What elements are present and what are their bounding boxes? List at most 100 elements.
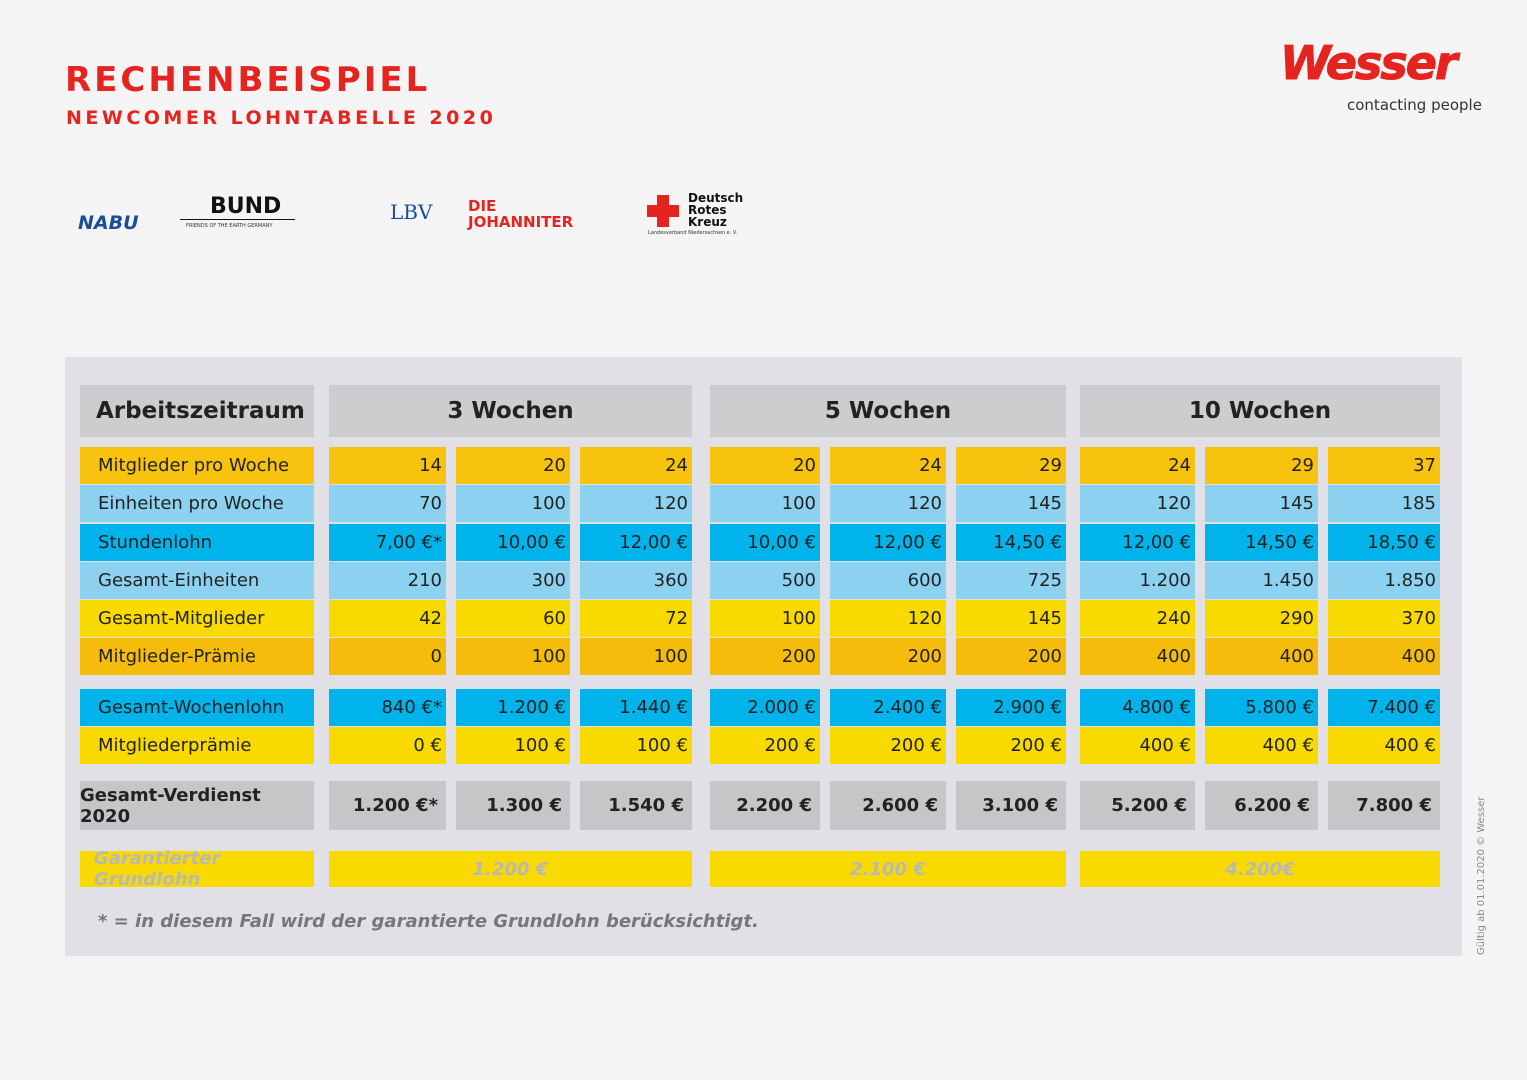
value-cell: 500 [710, 562, 820, 599]
value-cell: 200 [710, 638, 820, 675]
value-cell: 400 [1080, 638, 1195, 675]
value-cell: 200 [830, 638, 946, 675]
value-cell: 60 [456, 600, 570, 637]
value-cell: 145 [1205, 485, 1318, 522]
value-cell: 100 [710, 600, 820, 637]
value-cell: 72 [580, 600, 692, 637]
row-label: Gesamt-Einheiten [80, 562, 314, 599]
value-cell: 725 [956, 562, 1066, 599]
value-cell: 7.800 € [1328, 781, 1440, 830]
value-cell: 20 [710, 447, 820, 484]
value-cell: 100 € [456, 727, 570, 764]
value-cell: 42 [329, 600, 446, 637]
value-cell: 290 [1205, 600, 1318, 637]
group-header: 3 Wochen [329, 385, 692, 437]
value-cell: 1.440 € [580, 689, 692, 726]
value-cell: 1.450 [1205, 562, 1318, 599]
value-cell: 400 € [1080, 727, 1195, 764]
value-cell: 12,00 € [830, 524, 946, 561]
value-cell: 100 [710, 485, 820, 522]
value-cell: 20 [456, 447, 570, 484]
value-cell: 120 [580, 485, 692, 522]
partner-logo: NABU [78, 212, 139, 234]
value-cell: 210 [329, 562, 446, 599]
row-label: Gesamt-Mitglieder [80, 600, 314, 637]
validity: Gültig ab 01.01.2020 © Wesser [1476, 796, 1487, 956]
value-cell: 24 [830, 447, 946, 484]
value-cell: 7,00 €* [329, 524, 446, 561]
partner-logo: Deutsch Rotes Kreuz [688, 191, 744, 229]
value-cell: 4.800 € [1080, 689, 1195, 726]
value-cell: 1.200 € [456, 689, 570, 726]
footnote: * = in diesem Fall wird der garantierte … [98, 911, 759, 932]
value-cell: 100 [456, 485, 570, 522]
row-label: Mitglieder-Prämie [80, 638, 314, 675]
value-cell: 600 [830, 562, 946, 599]
value-cell: 840 €* [329, 689, 446, 726]
value-cell: 200 € [710, 727, 820, 764]
value-cell: 2.400 € [830, 689, 946, 726]
value-cell: 200 € [830, 727, 946, 764]
value-cell: 145 [956, 485, 1066, 522]
value-cell: 6.200 € [1205, 781, 1318, 830]
value-cell: 100 [580, 638, 692, 675]
value-cell: 14,50 € [956, 524, 1066, 561]
logo: Wesser [1280, 36, 1459, 91]
red-cross [647, 195, 679, 227]
value-cell: 200 [956, 638, 1066, 675]
value-cell: 37 [1328, 447, 1440, 484]
value-cell: 18,50 € [1328, 524, 1440, 561]
value-cell: 29 [956, 447, 1066, 484]
value-cell: 14,50 € [1205, 524, 1318, 561]
value-cell: 2.600 € [830, 781, 946, 830]
value-cell: 14 [329, 447, 446, 484]
value-cell: 5.200 € [1080, 781, 1195, 830]
group-header: 5 Wochen [710, 385, 1066, 437]
partner-logo: DIE JOHANNITER [468, 197, 574, 231]
tagline: contacting people [1347, 96, 1482, 114]
value-cell: 400 [1328, 638, 1440, 675]
value-cell: 3.100 € [956, 781, 1066, 830]
value-cell: 12,00 € [1080, 524, 1195, 561]
value-cell: 1.200 €* [329, 781, 446, 830]
value-cell: 1.200 [1080, 562, 1195, 599]
value-cell: 10,00 € [456, 524, 570, 561]
value-cell: 400 [1205, 638, 1318, 675]
value-cell: 0 € [329, 727, 446, 764]
value-cell: 400 € [1328, 727, 1440, 764]
value-cell: 7.400 € [1328, 689, 1440, 726]
value-cell: 2.000 € [710, 689, 820, 726]
value-cell: 400 € [1205, 727, 1318, 764]
title: RECHENBEISPIEL [65, 60, 431, 100]
header-cell: Arbeitszeitraum [80, 385, 314, 437]
value-cell: 70 [329, 485, 446, 522]
group-header: 10 Wochen [1080, 385, 1440, 437]
row-label: Gesamt-Wochenlohn [80, 689, 314, 726]
partner-logo: BUND [180, 194, 295, 220]
value-cell: 1.300 € [456, 781, 570, 830]
value-cell: 240 [1080, 600, 1195, 637]
value-cell: 120 [830, 600, 946, 637]
value-cell: 10,00 € [710, 524, 820, 561]
value-cell: 100 [456, 638, 570, 675]
partner-sub: FRIENDS OF THE EARTH GERMANY [186, 223, 273, 229]
value-cell: 24 [580, 447, 692, 484]
value-cell: 1.850 [1328, 562, 1440, 599]
subtitle: NEWCOMER LOHNTABELLE 2020 [66, 107, 497, 129]
value-cell: 185 [1328, 485, 1440, 522]
value-cell: 4.200€ [1080, 851, 1440, 887]
value-cell: 200 € [956, 727, 1066, 764]
row-label: Gesamt-Verdienst 2020 [80, 781, 314, 830]
value-cell: 100 € [580, 727, 692, 764]
value-cell: 29 [1205, 447, 1318, 484]
value-cell: 12,00 € [580, 524, 692, 561]
value-cell: 0 [329, 638, 446, 675]
row-label: Mitglieder pro Woche [80, 447, 314, 484]
value-cell: 2.900 € [956, 689, 1066, 726]
value-cell: 1.540 € [580, 781, 692, 830]
row-label: Garantierter Grundlohn [80, 848, 314, 890]
value-cell: 360 [580, 562, 692, 599]
value-cell: 2.200 € [710, 781, 820, 830]
row-label: Stundenlohn [80, 524, 314, 561]
